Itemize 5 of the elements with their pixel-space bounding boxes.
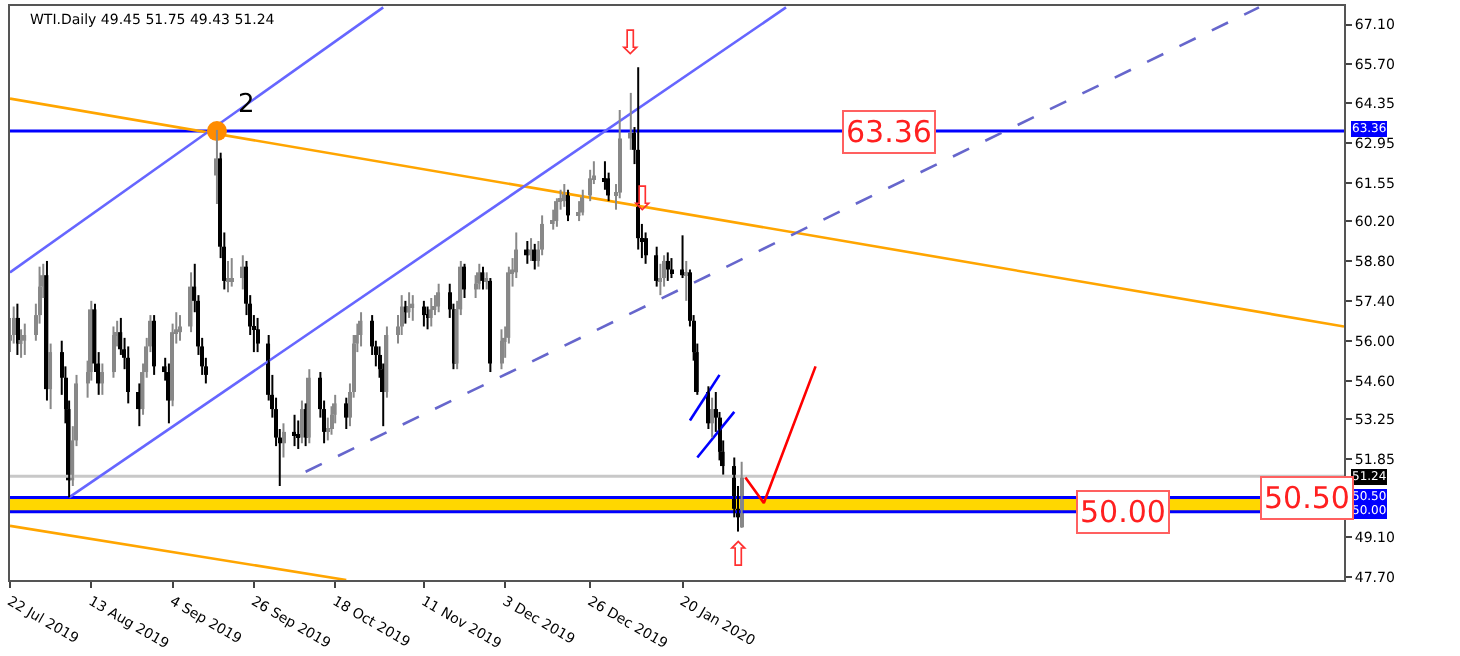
annotation: ⇩ <box>616 24 645 64</box>
annotation: 50.00 <box>1080 494 1166 530</box>
annotation: ⇧ <box>724 536 753 576</box>
annotation: 63.36 <box>846 114 932 150</box>
annotation: 50.50 <box>1264 480 1350 516</box>
